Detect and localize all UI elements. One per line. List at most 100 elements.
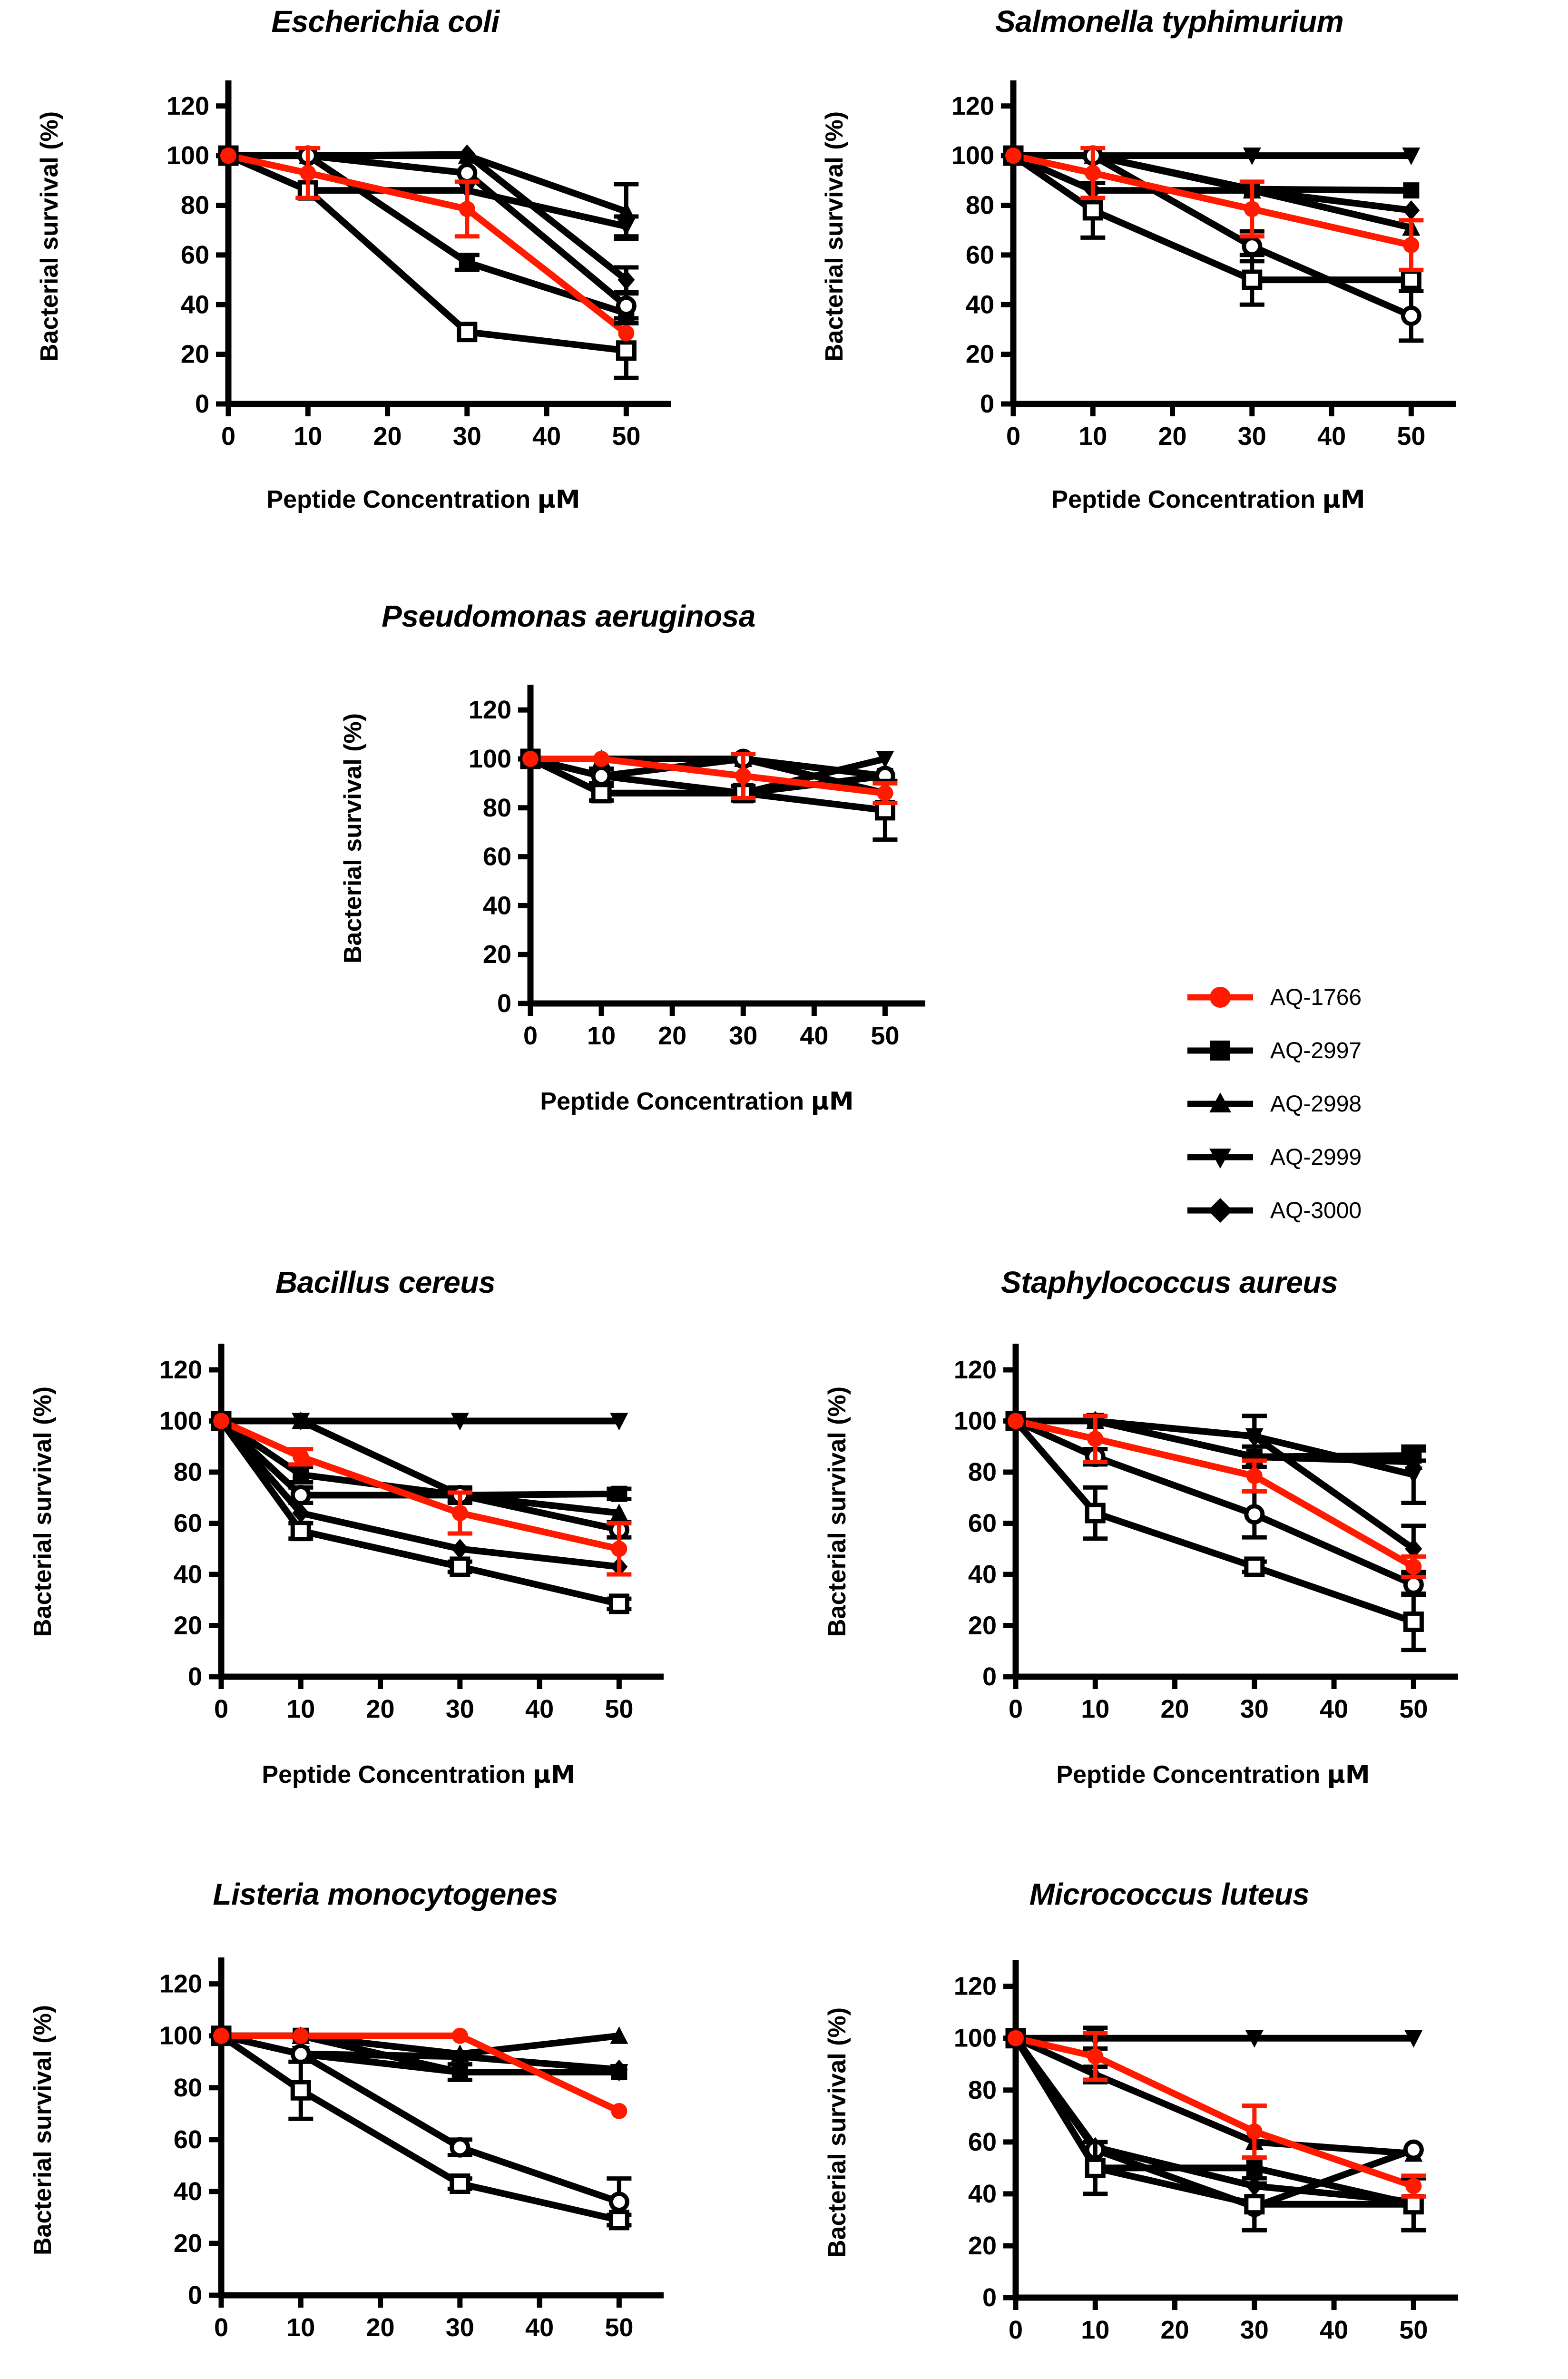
data-point-marker-circle-filled-icon	[877, 785, 893, 801]
x-tick-label: 40	[800, 1022, 828, 1050]
y-tick-label: 0	[980, 390, 994, 418]
series-AQ-1766	[1012, 1417, 1417, 1570]
data-point-marker-diamond-filled-icon	[458, 144, 476, 165]
y-tick-label: 100	[951, 141, 994, 170]
legend-item-1[interactable]: AQ-2997	[1185, 1024, 1362, 1077]
series-line	[1010, 152, 1415, 248]
x-tick-label: 20	[366, 1695, 395, 1723]
y-tick-label: 60	[966, 241, 994, 269]
series-AQ-1766	[225, 152, 630, 337]
data-point-marker-square-open-icon	[290, 1521, 311, 1542]
panel-salmonella: Salmonella typhimurium 0 20 40 60 80 100 120 0 1…	[771, 0, 1568, 571]
data-point-marker-circle-filled-icon	[1246, 1468, 1263, 1484]
x-tick-label: 30	[1240, 2316, 1269, 2344]
legend-marker-triangle-down-filled-icon	[1187, 1149, 1253, 1169]
data-point-marker-square-open-icon	[1085, 1503, 1106, 1524]
legend-item-4[interactable]: AQ-3000	[1185, 1184, 1362, 1237]
x-tick-label: 10	[1078, 422, 1107, 451]
series-open-square-series	[218, 1417, 623, 1607]
data-point-marker-circle-filled-icon	[1087, 1431, 1104, 1447]
legend-label-2: AQ-2998	[1270, 1091, 1362, 1117]
data-point-marker-triangle-down-filled-icon	[1243, 147, 1261, 166]
data-point-marker-circle-open-icon	[1401, 305, 1421, 326]
plot-area-ecoli: 0 20 40 60 80 100 120 0 10 20 30 40 50	[128, 69, 695, 451]
series-open-circle-series	[225, 152, 630, 309]
plot-area-salmonella: 0 20 40 60 80 100 120 0 10 20 30 40 50	[913, 69, 1480, 451]
series-line	[218, 1417, 623, 1533]
y-tick-label: 40	[968, 1560, 997, 1589]
data-point-marker-diamond-filled-icon	[610, 2059, 628, 2080]
data-point-marker-square-open-icon	[1082, 200, 1103, 221]
y-axis-label-listeria: Bacterial survival (%)	[29, 2005, 57, 2255]
y-tick-label: 120	[954, 1356, 997, 1384]
y-tick-label: 60	[174, 2125, 202, 2154]
y-tick-label: 100	[954, 2024, 997, 2053]
data-point-marker-circle-filled-icon	[1405, 2178, 1422, 2194]
series-AQ-3000	[225, 151, 630, 284]
data-point-marker-square-open-icon	[1401, 269, 1421, 290]
data-point-marker-triangle-down-filled-icon	[1402, 147, 1421, 166]
y-tick-label: 0	[497, 989, 511, 1018]
data-point-marker-circle-filled-icon	[735, 767, 752, 784]
data-point-marker-square-filled-icon	[1246, 2160, 1263, 2176]
legend-item-3[interactable]: AQ-2999	[1185, 1131, 1362, 1184]
chart-pseudomonas: 0 20 40 60 80 100 120 0 10 20 30 40 50	[469, 685, 925, 1050]
y-tick-label: 100	[159, 2022, 202, 2050]
series-line	[1012, 1417, 1417, 1588]
x-axis-unit: μM	[532, 1760, 576, 1789]
x-axis-label-staphylococcus: Peptide Concentration μM	[951, 1760, 1475, 1789]
y-tick-label: 40	[968, 2180, 997, 2208]
series-open-square-series	[527, 755, 889, 814]
y-tick-label: 20	[968, 2232, 997, 2260]
data-point-marker-diamond-filled-icon	[292, 1503, 310, 1523]
series-AQ-2998	[1012, 2035, 1417, 2157]
x-tick-label: 0	[214, 1695, 228, 1723]
x-tick-label: 30	[453, 422, 481, 451]
legend-item-2[interactable]: AQ-2998	[1185, 1077, 1362, 1131]
data-point-marker-circle-open-icon	[1244, 1504, 1265, 1525]
y-axis-label-staphylococcus: Bacterial survival (%)	[823, 1386, 851, 1637]
legend-item-0[interactable]: AQ-1766	[1185, 971, 1362, 1024]
data-point-marker-circle-filled-icon	[213, 2027, 229, 2044]
data-point-marker-triangle-down-filled-icon	[292, 1413, 310, 1431]
data-point-marker-circle-open-icon	[616, 295, 637, 316]
data-point-marker-circle-filled-icon	[522, 750, 539, 767]
x-axis-label-text: Peptide Concentration	[540, 1088, 804, 1115]
data-point-marker-circle-open-icon	[457, 163, 478, 184]
x-tick-label: 10	[286, 1695, 315, 1723]
panel-title-listeria: Listeria monocytogenes	[213, 1877, 558, 1911]
x-tick-label: 50	[1399, 2316, 1428, 2344]
series-line	[218, 2032, 623, 2223]
y-tick-label: 80	[968, 2076, 997, 2104]
series-markers-AQ-1766	[1008, 2030, 1426, 2199]
chart-salmonella: 0 20 40 60 80 100 120 0 10 20 30 40 50	[951, 80, 1456, 451]
data-point-marker-square-open-icon	[1242, 269, 1263, 290]
data-point-marker-square-filled-icon	[611, 1485, 627, 1502]
x-tick-label: 20	[1161, 1695, 1189, 1723]
y-tick-label: 40	[966, 290, 994, 319]
data-point-marker-square-open-icon	[608, 2210, 629, 2231]
series-AQ-3000	[218, 1417, 623, 1570]
plot-area-pseudomonas: 0 20 40 60 80 100 120 0 10 20 30 40 50	[431, 673, 949, 1050]
y-axis-label-salmonella: Bacterial survival (%)	[821, 111, 848, 362]
series-markers-AQ-1766	[1008, 1413, 1426, 1579]
series-open-circle-series	[218, 1417, 623, 1533]
data-point-marker-square-filled-icon	[293, 1466, 309, 1483]
x-tick-label: 20	[658, 1022, 686, 1050]
series-AQ-2997	[218, 1417, 623, 1499]
data-point-marker-triangle-down-filled-icon	[451, 2064, 469, 2082]
data-point-marker-square-open-icon	[450, 2173, 470, 2194]
data-point-marker-circle-filled-icon	[1405, 1558, 1422, 1575]
y-axis-label-bacillus: Bacterial survival (%)	[29, 1386, 57, 1637]
y-tick-label: 80	[968, 1458, 997, 1486]
x-tick-label: 50	[605, 2313, 633, 2342]
data-point-marker-circle-filled-icon	[300, 165, 316, 181]
series-markers-AQ-1766	[1005, 146, 1424, 272]
series-line	[225, 152, 630, 337]
panel-title-ecoli: Escherichia coli	[271, 4, 500, 39]
x-tick-label: 30	[446, 1695, 474, 1723]
series-markers-AQ-1766	[213, 2027, 627, 2119]
x-tick-label: 30	[729, 1022, 757, 1050]
x-tick-label: 40	[1320, 2316, 1348, 2344]
data-point-marker-diamond-filled-icon	[1405, 1539, 1422, 1559]
